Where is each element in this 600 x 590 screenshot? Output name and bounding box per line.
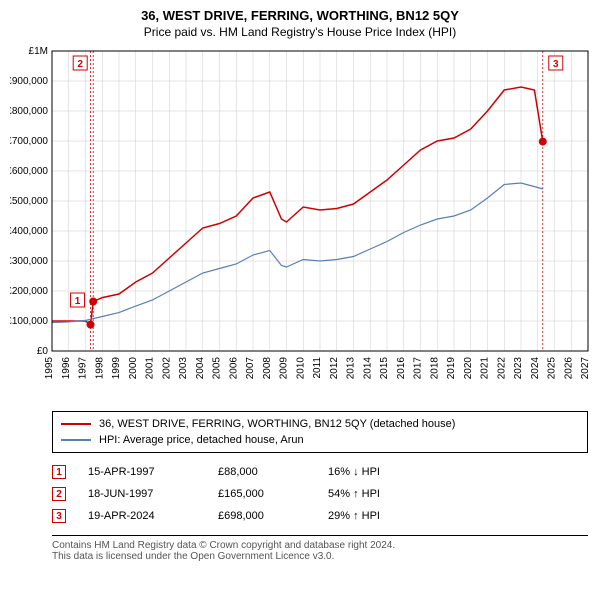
svg-text:2003: 2003 (178, 357, 189, 380)
annotation-delta: 29% ↑ HPI (328, 510, 428, 522)
svg-text:£200,000: £200,000 (10, 286, 48, 297)
svg-text:2013: 2013 (346, 357, 357, 380)
svg-text:2027: 2027 (580, 357, 590, 380)
svg-text:£1M: £1M (29, 46, 48, 57)
svg-text:2015: 2015 (379, 357, 390, 380)
chart-plot-area: £0 £100,000 £200,000 £300,000 £400,000 £500,0… (10, 45, 590, 405)
footer-line-1: Contains HM Land Registry data © Crown c… (52, 540, 588, 551)
svg-text:2016: 2016 (396, 357, 407, 380)
svg-text:1997: 1997 (78, 357, 89, 380)
annotation-price: £698,000 (218, 510, 328, 522)
legend-swatch (61, 439, 91, 441)
svg-text:£400,000: £400,000 (10, 226, 48, 237)
svg-text:£800,000: £800,000 (10, 106, 48, 117)
svg-text:2012: 2012 (329, 357, 340, 380)
legend-box: 36, WEST DRIVE, FERRING, WORTHING, BN12 … (52, 411, 588, 453)
svg-text:£0: £0 (37, 346, 49, 357)
svg-text:2001: 2001 (145, 357, 156, 380)
legend-label: 36, WEST DRIVE, FERRING, WORTHING, BN12 … (99, 418, 455, 430)
svg-text:£500,000: £500,000 (10, 196, 48, 207)
svg-text:1995: 1995 (44, 357, 55, 380)
annotation-row: 3 19-APR-2024£698,00029% ↑ HPI (52, 505, 590, 527)
svg-text:2024: 2024 (530, 357, 541, 380)
svg-text:2004: 2004 (195, 357, 206, 380)
svg-text:1998: 1998 (94, 357, 105, 380)
svg-text:2002: 2002 (161, 357, 172, 380)
chart-svg: £0 £100,000 £200,000 £300,000 £400,000 £500,0… (10, 45, 590, 405)
svg-text:1999: 1999 (111, 357, 122, 380)
annotation-row: 1 15-APR-1997£88,00016% ↓ HPI (52, 461, 590, 483)
svg-text:2007: 2007 (245, 357, 256, 380)
legend-row: 36, WEST DRIVE, FERRING, WORTHING, BN12 … (61, 416, 579, 432)
svg-text:1996: 1996 (61, 357, 72, 380)
annotation-marker: 2 (52, 487, 66, 501)
annotation-price: £88,000 (218, 466, 328, 478)
svg-text:2020: 2020 (463, 357, 474, 380)
legend-swatch (61, 423, 91, 425)
annotation-delta: 16% ↓ HPI (328, 466, 428, 478)
chart-container: 36, WEST DRIVE, FERRING, WORTHING, BN12 … (0, 0, 600, 570)
svg-text:2006: 2006 (228, 357, 239, 380)
annotation-date: 19-APR-2024 (88, 510, 218, 522)
svg-text:2018: 2018 (429, 357, 440, 380)
legend-label: HPI: Average price, detached house, Arun (99, 434, 304, 446)
footer-line-2: This data is licensed under the Open Gov… (52, 551, 588, 562)
svg-text:2000: 2000 (128, 357, 139, 380)
chart-footer: Contains HM Land Registry data © Crown c… (52, 535, 588, 562)
annotation-row: 2 18-JUN-1997£165,00054% ↑ HPI (52, 483, 590, 505)
svg-text:2019: 2019 (446, 357, 457, 380)
svg-text:2010: 2010 (295, 357, 306, 380)
svg-text:£600,000: £600,000 (10, 166, 48, 177)
svg-text:£700,000: £700,000 (10, 136, 48, 147)
annotation-marker: 1 (52, 465, 66, 479)
svg-text:2008: 2008 (262, 357, 273, 380)
svg-text:3: 3 (553, 59, 559, 70)
chart-title: 36, WEST DRIVE, FERRING, WORTHING, BN12 … (10, 8, 590, 23)
annotation-date: 15-APR-1997 (88, 466, 218, 478)
svg-text:2026: 2026 (563, 357, 574, 380)
annotation-date: 18-JUN-1997 (88, 488, 218, 500)
svg-text:2017: 2017 (413, 357, 424, 380)
annotation-delta: 54% ↑ HPI (328, 488, 428, 500)
svg-text:2011: 2011 (312, 357, 323, 379)
svg-text:2: 2 (77, 59, 83, 70)
chart-subtitle: Price paid vs. HM Land Registry's House … (10, 25, 590, 39)
svg-text:1: 1 (75, 296, 81, 307)
svg-text:2025: 2025 (547, 357, 558, 380)
svg-text:£300,000: £300,000 (10, 256, 48, 267)
svg-text:2014: 2014 (362, 357, 373, 380)
annotation-price: £165,000 (218, 488, 328, 500)
annotation-marker: 3 (52, 509, 66, 523)
annotation-table: 1 15-APR-1997£88,00016% ↓ HPI 2 18-JUN-1997… (52, 461, 590, 527)
svg-text:2009: 2009 (279, 357, 290, 380)
svg-text:2023: 2023 (513, 357, 524, 380)
svg-text:£100,000: £100,000 (10, 316, 48, 327)
svg-text:2005: 2005 (212, 357, 223, 380)
svg-text:£900,000: £900,000 (10, 76, 48, 87)
svg-text:2021: 2021 (480, 357, 491, 380)
legend-row: HPI: Average price, detached house, Arun (61, 432, 579, 448)
svg-text:2022: 2022 (496, 357, 507, 380)
